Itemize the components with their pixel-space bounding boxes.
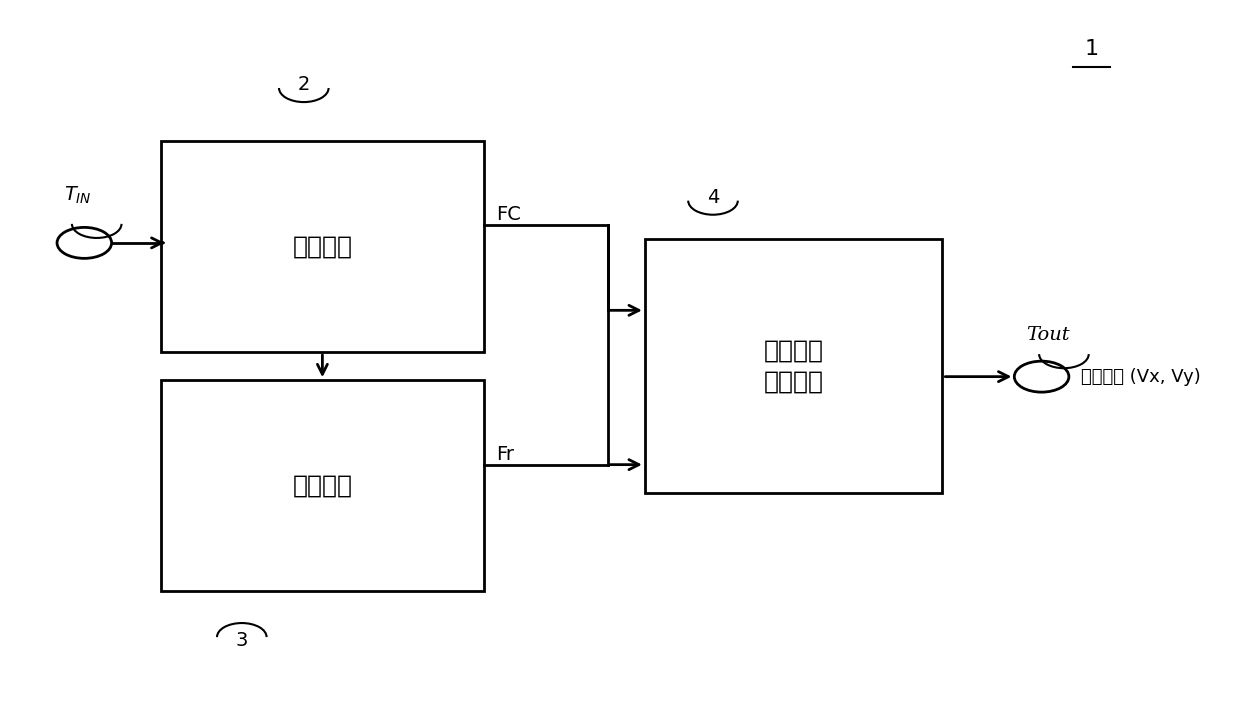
Text: $T_{IN}$: $T_{IN}$: [64, 185, 92, 206]
Text: Tout: Tout: [1025, 325, 1070, 344]
FancyBboxPatch shape: [161, 380, 484, 591]
Text: 帧存储器: 帧存储器: [293, 234, 352, 258]
Text: 3: 3: [236, 631, 248, 650]
Text: 1: 1: [1084, 39, 1099, 59]
Text: 帧存储器: 帧存储器: [293, 474, 352, 498]
FancyBboxPatch shape: [161, 141, 484, 352]
Text: 运动矢量
控制部分: 运动矢量 控制部分: [764, 339, 823, 394]
Text: 2: 2: [298, 75, 310, 94]
FancyBboxPatch shape: [645, 239, 942, 493]
Text: 4: 4: [707, 188, 719, 206]
Text: 运动矢量 (Vx, Vy): 运动矢量 (Vx, Vy): [1081, 367, 1202, 386]
Text: Fr: Fr: [496, 445, 515, 463]
Text: FC: FC: [496, 206, 521, 224]
